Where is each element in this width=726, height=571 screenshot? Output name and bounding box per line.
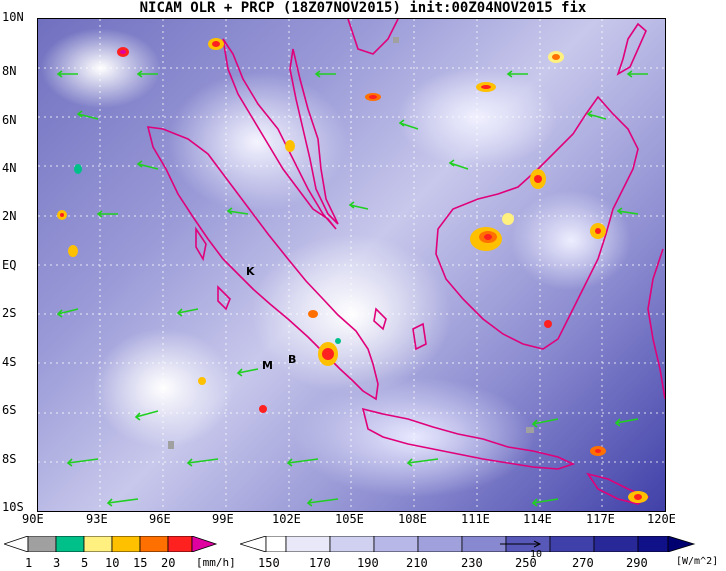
- sulawesi-coast: [647, 248, 665, 400]
- lon-label: 102E: [272, 512, 301, 526]
- java-coast: [361, 407, 576, 470]
- lat-label: 6N: [2, 113, 17, 127]
- prcp-tick: 15: [133, 556, 148, 570]
- thailand-coast: [289, 48, 339, 225]
- lon-label: 114E: [523, 512, 552, 526]
- lat-label: 6S: [2, 403, 17, 417]
- map-label-k: K: [246, 265, 255, 278]
- map-label-b: B: [288, 353, 296, 366]
- malay-peninsula-coast: [222, 38, 337, 230]
- olr-tick: 170: [309, 556, 331, 570]
- olr-tick: 210: [406, 556, 428, 570]
- lon-label: 117E: [586, 512, 615, 526]
- prcp-unit: [mm/h]: [196, 556, 236, 569]
- prcp-tick: 3: [53, 556, 61, 570]
- lat-label: 2S: [2, 306, 17, 320]
- lat-label: 10S: [2, 500, 24, 514]
- lat-label: 4S: [2, 355, 17, 369]
- olr-tick: 270: [572, 556, 594, 570]
- prcp-tick: 10: [105, 556, 120, 570]
- lat-label: 8N: [2, 64, 17, 78]
- map-overlay: K M B: [38, 19, 665, 511]
- reference-vector-label: 10: [530, 549, 543, 560]
- prcp-tick: 1: [25, 556, 33, 570]
- olr-colorbar: [240, 536, 696, 552]
- lat-label: 4N: [2, 161, 17, 175]
- lon-label: 99E: [212, 512, 234, 526]
- lon-label: 120E: [647, 512, 676, 526]
- lon-label: 90E: [22, 512, 44, 526]
- prcp-tick: 5: [81, 556, 89, 570]
- coastlines: [146, 19, 665, 505]
- lat-label: 10N: [2, 10, 24, 24]
- olr-tick: 150: [258, 556, 280, 570]
- lat-label: EQ: [2, 258, 17, 272]
- lon-label: 105E: [335, 512, 364, 526]
- sumatra-coast: [146, 126, 379, 401]
- reference-vector-arrow: [500, 540, 542, 548]
- lat-label: 2N: [2, 209, 17, 223]
- prcp-colorbar: [4, 536, 218, 552]
- borneo-coast: [435, 95, 639, 350]
- lon-label: 93E: [86, 512, 108, 526]
- olr-tick: 230: [461, 556, 483, 570]
- prcp-tick: 20: [161, 556, 176, 570]
- olr-tick: 290: [626, 556, 648, 570]
- islands: [195, 226, 650, 505]
- olr-tick: 250: [515, 556, 537, 570]
- olr-unit: [W/m^2]: [676, 556, 719, 567]
- precip-cells: [57, 37, 648, 503]
- indochina-coast: [347, 19, 399, 55]
- map-plot: K M B: [37, 18, 666, 512]
- wind-vectors: [56, 70, 648, 507]
- philippines-coast: [616, 22, 647, 76]
- grid-lines: [38, 19, 665, 511]
- map-title: NICAM OLR + PRCP (18Z07NOV2015) init:00Z…: [139, 0, 587, 16]
- lon-label: 96E: [149, 512, 171, 526]
- lon-label: 108E: [398, 512, 427, 526]
- lon-label: 111E: [461, 512, 490, 526]
- map-label-m: M: [262, 359, 273, 372]
- lat-label: 8S: [2, 452, 17, 466]
- olr-tick: 190: [357, 556, 379, 570]
